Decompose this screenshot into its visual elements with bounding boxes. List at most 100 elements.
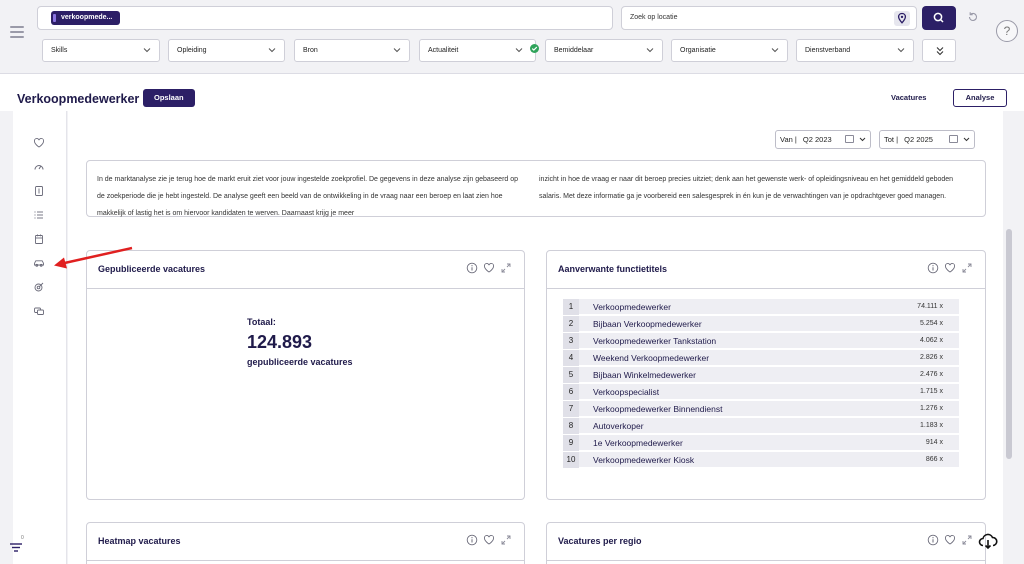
rank-count: 1.276 x — [920, 405, 943, 412]
card-title: Aanverwante functietitels — [558, 264, 668, 274]
list-item[interactable]: 6 Verkoopspecialist 1.715 x — [563, 384, 959, 400]
info-icon[interactable] — [927, 534, 939, 546]
date-to-select[interactable]: Tot | Q2 2025 — [879, 130, 975, 149]
card-title: Heatmap vacatures — [98, 536, 181, 546]
rank-number: 9 — [563, 435, 579, 451]
published-vacancies-card: Gepubliceerde vacatures Totaal: 124.893 … — [86, 250, 525, 500]
rank-count: 4.062 x — [920, 337, 943, 344]
card-actions — [466, 262, 516, 276]
chevron-down-icon — [515, 48, 523, 53]
chevron-down-icon — [771, 48, 779, 53]
list-item[interactable]: 7 Verkoopmedewerker Binnendienst 1.276 x — [563, 401, 959, 417]
heatmap-card: Heatmap vacatures — [86, 522, 525, 564]
car-icon[interactable] — [33, 257, 45, 269]
help-button[interactable]: ? — [996, 20, 1018, 42]
rank-number: 1 — [563, 299, 579, 315]
date-from-select[interactable]: Van | Q2 2023 — [775, 130, 871, 149]
target-icon[interactable] — [33, 281, 45, 293]
related-titles-card: Aanverwante functietitels 1 Verkoopmedewe… — [546, 250, 986, 500]
sidebar — [13, 111, 67, 564]
card-actions — [466, 534, 516, 548]
search-button[interactable] — [922, 6, 956, 30]
list-item[interactable]: 8 Autoverkoper 1.183 x — [563, 418, 959, 434]
heart-icon[interactable] — [944, 262, 956, 274]
rank-number: 5 — [563, 367, 579, 383]
annotation-arrow-icon — [54, 246, 133, 269]
intro-text-left: In de marktanalyse zie je terug hoe de m… — [97, 176, 519, 217]
filter-dienstverband[interactable]: Dienstverband — [796, 39, 914, 62]
heart-icon[interactable] — [33, 137, 45, 149]
tab-vacatures[interactable]: Vacatures — [880, 89, 938, 107]
heart-icon[interactable] — [944, 534, 956, 546]
info-icon[interactable] — [466, 262, 478, 274]
cards-icon[interactable] — [33, 305, 45, 317]
save-button[interactable]: Opslaan — [143, 89, 195, 107]
list-item[interactable]: 10 Verkoopmedewerker Kiosk 866 x — [563, 452, 959, 468]
card-header: Gepubliceerde vacatures — [87, 251, 524, 289]
expand-icon[interactable] — [961, 534, 973, 546]
rank-count: 74.111 x — [917, 303, 943, 310]
total-subtitle: gepubliceerde vacatures — [247, 357, 353, 367]
page-title: Verkoopmedewerker — [17, 92, 140, 106]
calendar-icon[interactable] — [33, 233, 45, 245]
rank-count: 5.254 x — [920, 320, 943, 327]
menu-icon[interactable] — [10, 26, 24, 38]
expand-icon[interactable] — [500, 262, 512, 274]
rank-number: 7 — [563, 401, 579, 417]
filter-actualiteit[interactable]: Actualiteit — [419, 39, 539, 62]
location-input[interactable]: Zoek op locatie — [621, 6, 917, 30]
search-chip[interactable]: verkoopmede... — [51, 11, 121, 25]
filter-bemiddelaar[interactable]: Bemiddelaar — [545, 39, 663, 62]
chevron-down-icon — [268, 48, 276, 53]
expand-icon[interactable] — [500, 534, 512, 546]
cloud-download-icon[interactable] — [978, 532, 998, 550]
heart-icon[interactable] — [483, 262, 495, 274]
money-icon[interactable] — [33, 185, 45, 197]
filter-opleiding[interactable]: Opleiding — [168, 39, 285, 62]
list-item[interactable]: 2 Bijbaan Verkoopmedewerker 5.254 x — [563, 316, 959, 332]
heart-icon[interactable] — [483, 534, 495, 546]
list-item[interactable]: 3 Verkoopmedewerker Tankstation 4.062 x — [563, 333, 959, 349]
scrollbar-thumb[interactable] — [1006, 229, 1012, 459]
intro-box: In de marktanalyse zie je terug hoe de m… — [86, 160, 986, 217]
intro-text-right: inzicht in hoe de vraag er naar dit bero… — [539, 176, 954, 200]
calendar-icon — [845, 135, 854, 143]
check-icon — [530, 44, 539, 53]
card-header: Aanverwante functietitels — [547, 251, 985, 289]
more-filters-button[interactable] — [922, 39, 956, 62]
filter-icon[interactable]: 0 — [8, 535, 24, 554]
rank-title: Bijbaan Winkelmedewerker — [593, 370, 696, 380]
reset-icon[interactable] — [967, 11, 979, 23]
rank-count: 1.715 x — [920, 388, 943, 395]
list-item[interactable]: 4 Weekend Verkoopmedewerker 2.826 x — [563, 350, 959, 366]
chevron-down-icon — [143, 48, 151, 53]
chevron-down-icon — [393, 48, 401, 53]
filter-skills[interactable]: Skills — [42, 39, 160, 62]
rank-title: Weekend Verkoopmedewerker — [593, 353, 710, 363]
rank-number: 4 — [563, 350, 579, 366]
calendar-icon — [949, 135, 958, 143]
rank-title: Verkoopmedewerker Tankstation — [593, 336, 717, 346]
list-item[interactable]: 9 1e Verkoopmedewerker 914 x — [563, 435, 959, 451]
list-icon[interactable] — [33, 209, 45, 221]
search-icon — [933, 12, 944, 23]
list-item[interactable]: 1 Verkoopmedewerker 74.111 x — [563, 299, 959, 315]
gauge-icon[interactable] — [33, 161, 45, 173]
tab-analyse[interactable]: Analyse — [953, 89, 1007, 107]
rank-number: 2 — [563, 316, 579, 332]
info-icon[interactable] — [927, 262, 939, 274]
location-pin-icon[interactable] — [894, 11, 910, 26]
filter-bron[interactable]: Bron — [294, 39, 410, 62]
rank-number: 6 — [563, 384, 579, 400]
list-item[interactable]: 5 Bijbaan Winkelmedewerker 2.476 x — [563, 367, 959, 383]
rank-count: 914 x — [925, 439, 943, 446]
scrollbar[interactable] — [1004, 111, 1014, 564]
info-icon[interactable] — [466, 534, 478, 546]
filter-count-badge: 0 — [21, 535, 24, 541]
filter-organisatie[interactable]: Organisatie — [671, 39, 788, 62]
total-label: Totaal: — [247, 317, 276, 327]
card-header: Heatmap vacatures — [87, 523, 524, 561]
expand-icon[interactable] — [961, 262, 973, 274]
search-input[interactable]: verkoopmede... — [37, 6, 613, 30]
card-header: Vacatures per regio — [547, 523, 985, 561]
